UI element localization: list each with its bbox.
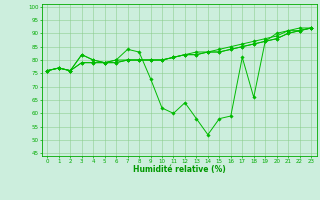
- X-axis label: Humidité relative (%): Humidité relative (%): [133, 165, 226, 174]
